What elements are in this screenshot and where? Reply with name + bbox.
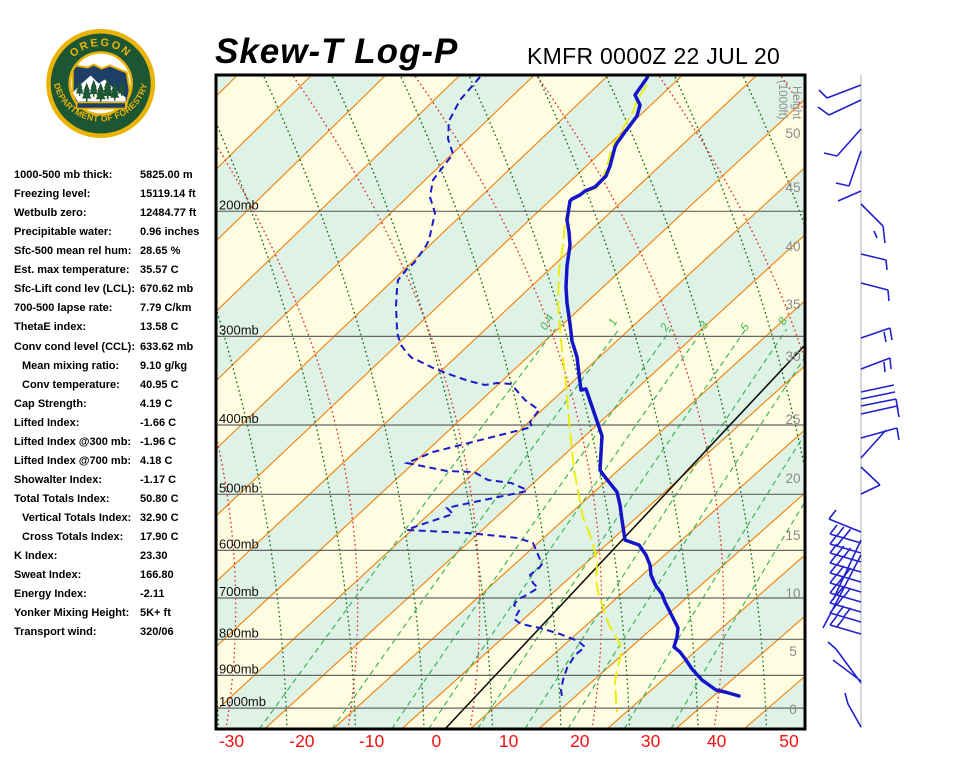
svg-text:1000mb: 1000mb xyxy=(219,694,266,709)
svg-text:40: 40 xyxy=(707,731,727,751)
svg-text:10: 10 xyxy=(499,731,519,751)
svg-text:40: 40 xyxy=(785,239,800,254)
svg-text:700mb: 700mb xyxy=(219,584,259,599)
svg-text:900mb: 900mb xyxy=(219,661,259,676)
svg-text:Height: Height xyxy=(790,86,802,120)
svg-text:25: 25 xyxy=(785,412,800,427)
svg-text:30: 30 xyxy=(785,349,800,364)
svg-text:0: 0 xyxy=(789,702,797,717)
svg-text:200mb: 200mb xyxy=(219,197,259,212)
svg-text:10: 10 xyxy=(785,586,800,601)
svg-text:20: 20 xyxy=(570,731,590,751)
svg-text:-30: -30 xyxy=(219,731,245,751)
svg-text:45: 45 xyxy=(785,180,800,195)
svg-text:50: 50 xyxy=(779,731,799,751)
svg-text:400mb: 400mb xyxy=(219,411,259,426)
svg-text:15: 15 xyxy=(785,528,800,543)
svg-text:30: 30 xyxy=(641,731,661,751)
svg-text:35: 35 xyxy=(785,297,800,312)
svg-text:1: 1 xyxy=(607,317,621,329)
svg-text:(1000ft): (1000ft) xyxy=(776,80,788,120)
svg-text:20: 20 xyxy=(785,471,800,486)
svg-text:50: 50 xyxy=(785,126,800,141)
svg-text:500mb: 500mb xyxy=(219,480,259,495)
svg-text:0: 0 xyxy=(432,731,442,751)
svg-text:-10: -10 xyxy=(359,731,385,751)
svg-text:-20: -20 xyxy=(289,731,315,751)
svg-text:300mb: 300mb xyxy=(219,322,259,337)
svg-text:5: 5 xyxy=(789,644,797,659)
svg-text:600mb: 600mb xyxy=(219,536,259,551)
svg-text:800mb: 800mb xyxy=(219,625,259,640)
